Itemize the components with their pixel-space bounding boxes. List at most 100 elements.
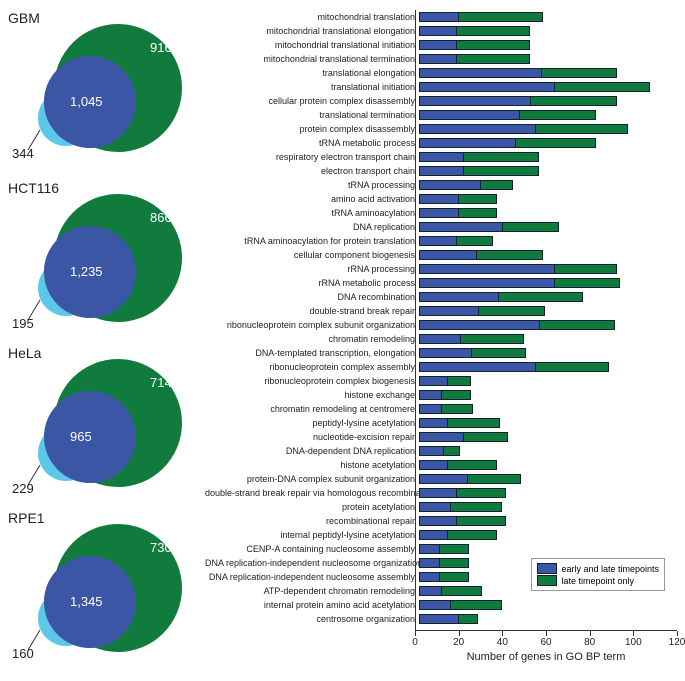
venn-only-count: 229 <box>12 481 34 496</box>
x-tick <box>459 631 460 636</box>
venn-outer-count: 730 <box>150 540 172 555</box>
venn-hela: HeLa714965229 <box>0 345 205 505</box>
bar-blue <box>419 586 443 596</box>
venn-only-count: 195 <box>12 316 34 331</box>
bar-track <box>419 25 677 37</box>
bar-green <box>480 180 513 190</box>
bar-blue <box>419 110 521 120</box>
bar-label: DNA-templated transcription, elongation <box>205 348 419 358</box>
bar-blue <box>419 54 458 64</box>
bar-blue <box>419 138 517 148</box>
bar-label: translational initiation <box>205 82 419 92</box>
bar-blue <box>419 614 460 624</box>
legend-blue-label: early and late timepoints <box>561 564 659 574</box>
bar-track <box>419 207 677 219</box>
bar-row: respiratory electron transport chain <box>205 150 677 164</box>
bar-row: protein acetylation <box>205 500 677 514</box>
venn-overlap-count: 1,345 <box>70 594 103 609</box>
bar-row: ribonucleoprotein complex assembly <box>205 360 677 374</box>
bar-green <box>439 572 469 582</box>
bar-track <box>419 249 677 261</box>
bar-blue <box>419 96 532 106</box>
bar-blue <box>419 264 556 274</box>
bar-label: DNA replication-independent nucleosome a… <box>205 572 419 582</box>
legend-row-green: late timepoint only <box>537 575 659 586</box>
bar-blue <box>419 68 543 78</box>
bar-track <box>419 67 677 79</box>
bar-track <box>419 599 677 611</box>
bar-blue <box>419 334 462 344</box>
bar-row: double-strand break repair via homologou… <box>205 486 677 500</box>
bar-blue <box>419 40 458 50</box>
bar-row: CENP-A containing nucleosome assembly <box>205 542 677 556</box>
swatch-blue <box>537 563 557 574</box>
bar-blue <box>419 124 537 134</box>
bar-track <box>419 529 677 541</box>
bar-label: tRNA metabolic process <box>205 138 419 148</box>
bar-label: histone acetylation <box>205 460 419 470</box>
bar-row: histone acetylation <box>205 458 677 472</box>
bar-track <box>419 291 677 303</box>
bar-row: chromatin remodeling at centromere <box>205 402 677 416</box>
bar-label: translational termination <box>205 110 419 120</box>
bar-track <box>419 501 677 513</box>
bar-track <box>419 53 677 65</box>
bar-blue <box>419 348 473 358</box>
venn-gbm: GBM9161,045344 <box>0 10 205 170</box>
x-tick <box>590 631 591 636</box>
x-tick <box>502 631 503 636</box>
bar-row: centrosome organization <box>205 612 677 626</box>
bar-track <box>419 95 677 107</box>
x-tick-label: 60 <box>540 637 551 648</box>
bar-green <box>476 250 544 260</box>
bar-label: nucleotide-excision repair <box>205 432 419 442</box>
bar-green <box>456 236 493 246</box>
bar-row: translational initiation <box>205 80 677 94</box>
bar-row: mitochondrial translation <box>205 10 677 24</box>
y-axis <box>415 10 416 630</box>
bar-green <box>443 446 460 456</box>
bar-track <box>419 165 677 177</box>
bar-green <box>498 292 583 302</box>
bar-green <box>463 152 539 162</box>
bar-green <box>502 222 559 232</box>
x-tick-label: 0 <box>412 637 418 648</box>
bar-blue <box>419 460 449 470</box>
venn-overlap-count: 965 <box>70 429 92 444</box>
bar-label: CENP-A containing nucleosome assembly <box>205 544 419 554</box>
bar-green <box>535 362 609 372</box>
bar-green <box>530 96 617 106</box>
x-tick-label: 100 <box>625 637 642 648</box>
bar-label: internal protein amino acid acetylation <box>205 600 419 610</box>
bar-green <box>439 544 469 554</box>
bar-green <box>456 516 506 526</box>
bar-label: translational elongation <box>205 68 419 78</box>
bar-row: double-strand break repair <box>205 304 677 318</box>
bar-row: mitochondrial translational elongation <box>205 24 677 38</box>
bar-blue <box>419 12 460 22</box>
bar-row: mitochondrial translational initiation <box>205 38 677 52</box>
bar-row: protein-DNA complex subunit organization <box>205 472 677 486</box>
x-tick-label: 80 <box>584 637 595 648</box>
bar-row: tRNA processing <box>205 178 677 192</box>
bar-green <box>450 502 502 512</box>
bar-label: amino acid activation <box>205 194 419 204</box>
bar-track <box>419 375 677 387</box>
bar-green <box>519 110 595 120</box>
bar-label: ribonucleoprotein complex subunit organi… <box>205 320 419 330</box>
bar-row: nucleotide-excision repair <box>205 430 677 444</box>
legend: early and late timepoints late timepoint… <box>531 558 665 591</box>
bar-track <box>419 277 677 289</box>
venn-only-count: 160 <box>12 646 34 661</box>
bar-track <box>419 235 677 247</box>
bar-track <box>419 151 677 163</box>
bar-label: internal peptidyl-lysine acetylation <box>205 530 419 540</box>
bar-row: internal protein amino acid acetylation <box>205 598 677 612</box>
bar-blue <box>419 278 556 288</box>
bar-track <box>419 11 677 23</box>
legend-row-blue: early and late timepoints <box>537 563 659 574</box>
bar-blue <box>419 516 458 526</box>
bar-track <box>419 305 677 317</box>
bar-blue <box>419 488 458 498</box>
bar-green <box>554 264 617 274</box>
